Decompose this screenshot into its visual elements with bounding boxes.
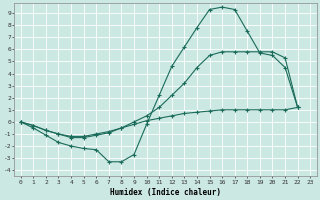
X-axis label: Humidex (Indice chaleur): Humidex (Indice chaleur) <box>110 188 221 197</box>
